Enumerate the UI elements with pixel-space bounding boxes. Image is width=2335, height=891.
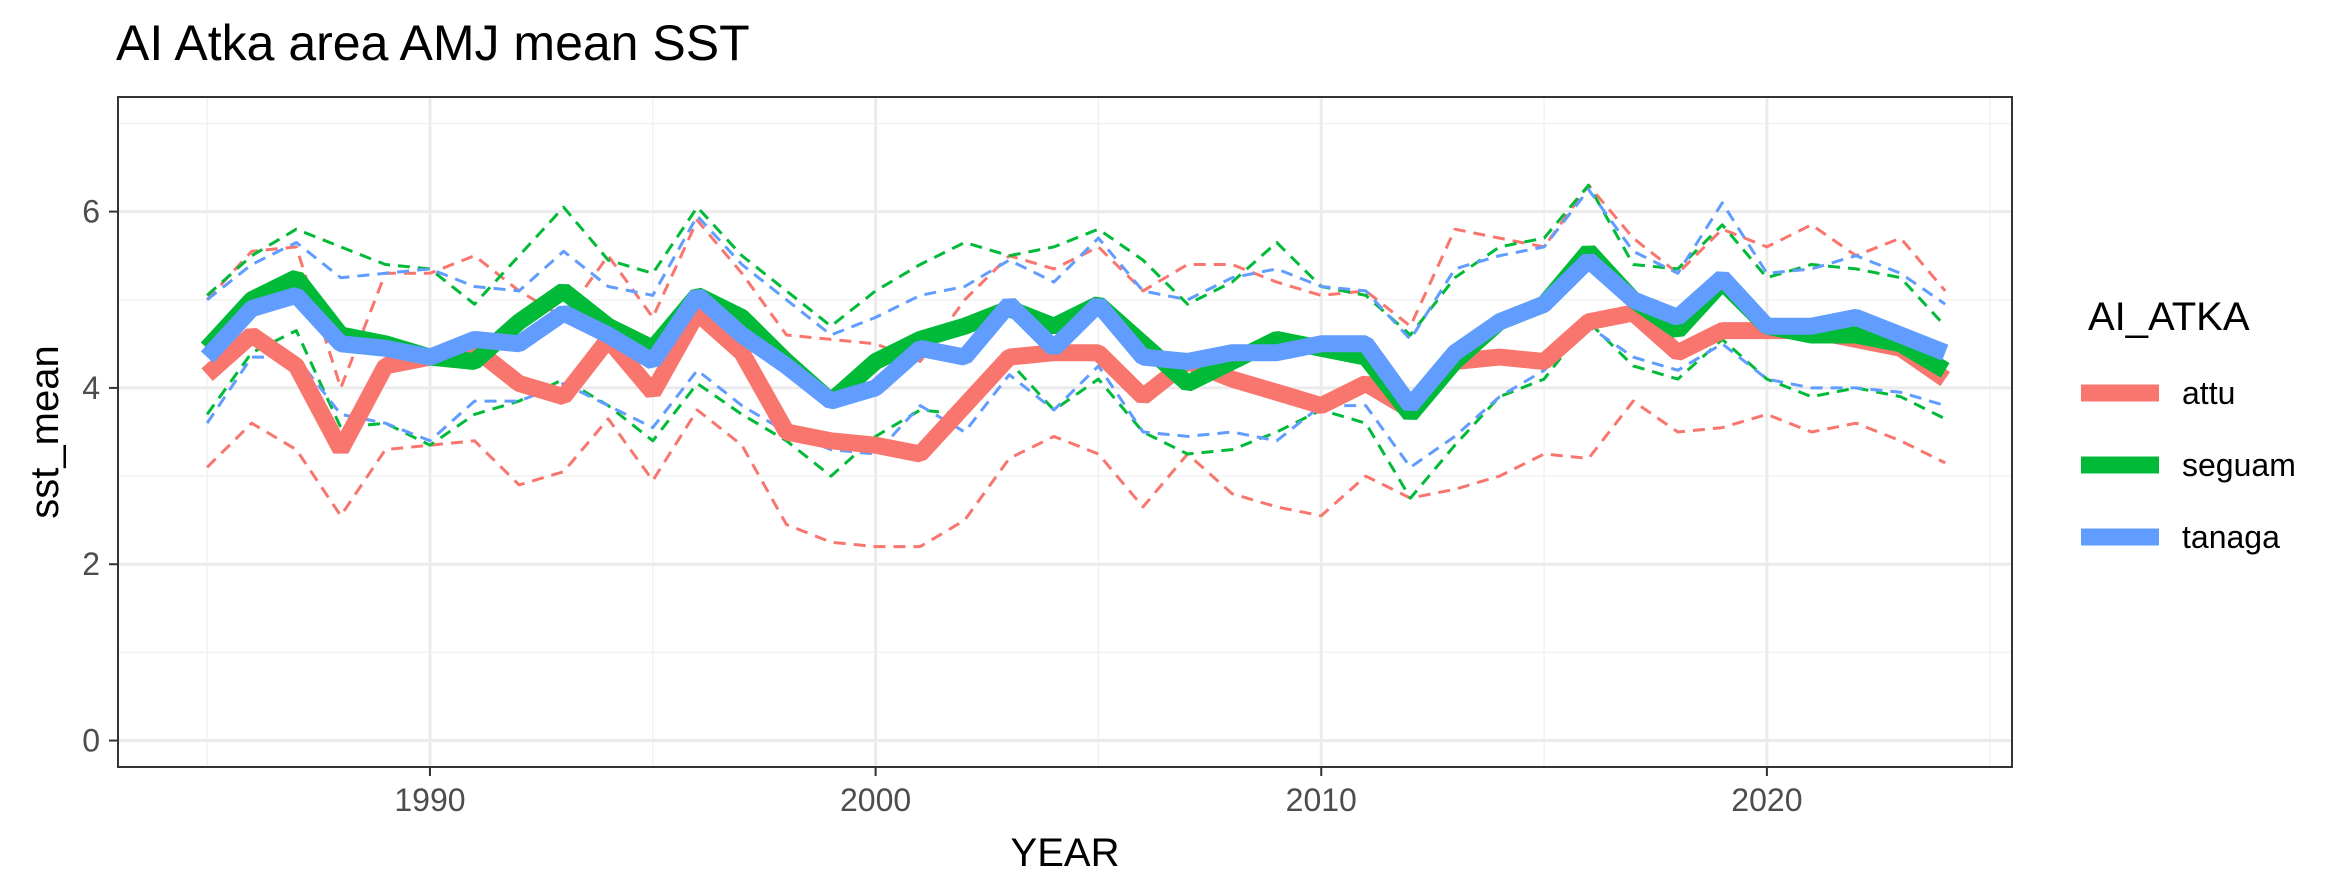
attu-upper-bound-line	[205, 183, 1947, 390]
seguam-upper-bound-line	[206, 183, 1947, 337]
attu-mean-line	[201, 304, 1951, 463]
y-tick-label: 4	[82, 370, 100, 406]
legend-label-tanaga: tanaga	[2182, 519, 2280, 555]
minor-gridlines	[118, 97, 2012, 767]
legend-label-attu: attu	[2182, 375, 2235, 411]
legend-title: AI_ATKA	[2088, 295, 2250, 339]
y-axis-title: sst_mean	[23, 345, 67, 518]
major-gridlines	[118, 97, 2012, 767]
legend-label-seguam: seguam	[2182, 447, 2296, 483]
series-layer	[200, 183, 1951, 549]
x-tick-label: 2020	[1731, 782, 1802, 818]
x-axis-title: YEAR	[1011, 831, 1120, 875]
y-tick-label: 0	[82, 723, 100, 759]
tanaga-upper-bound-line	[206, 188, 1947, 341]
seguam-lower-bound-line	[205, 320, 1946, 500]
x-tick-label: 2010	[1286, 782, 1357, 818]
x-tick-label: 2000	[840, 782, 911, 818]
tanaga-lower-bound-line	[205, 324, 1946, 469]
tanaga-mean-line	[200, 253, 1949, 412]
plot-panel	[118, 97, 2012, 767]
chart-title: AI Atka area AMJ mean SST	[116, 15, 750, 71]
plot-border	[117, 96, 2013, 768]
tick-labels: 1990 2000 2010 2020 0 2 4 6	[82, 194, 1802, 818]
x-tick-label: 1990	[394, 782, 465, 818]
attu-lower-bound-line	[206, 399, 1946, 549]
legend: AI_ATKA attu seguam tanaga	[2081, 295, 2296, 555]
y-tick-label: 2	[82, 546, 100, 582]
y-tick-label: 6	[82, 194, 100, 230]
axis-ticks	[109, 210, 1768, 776]
